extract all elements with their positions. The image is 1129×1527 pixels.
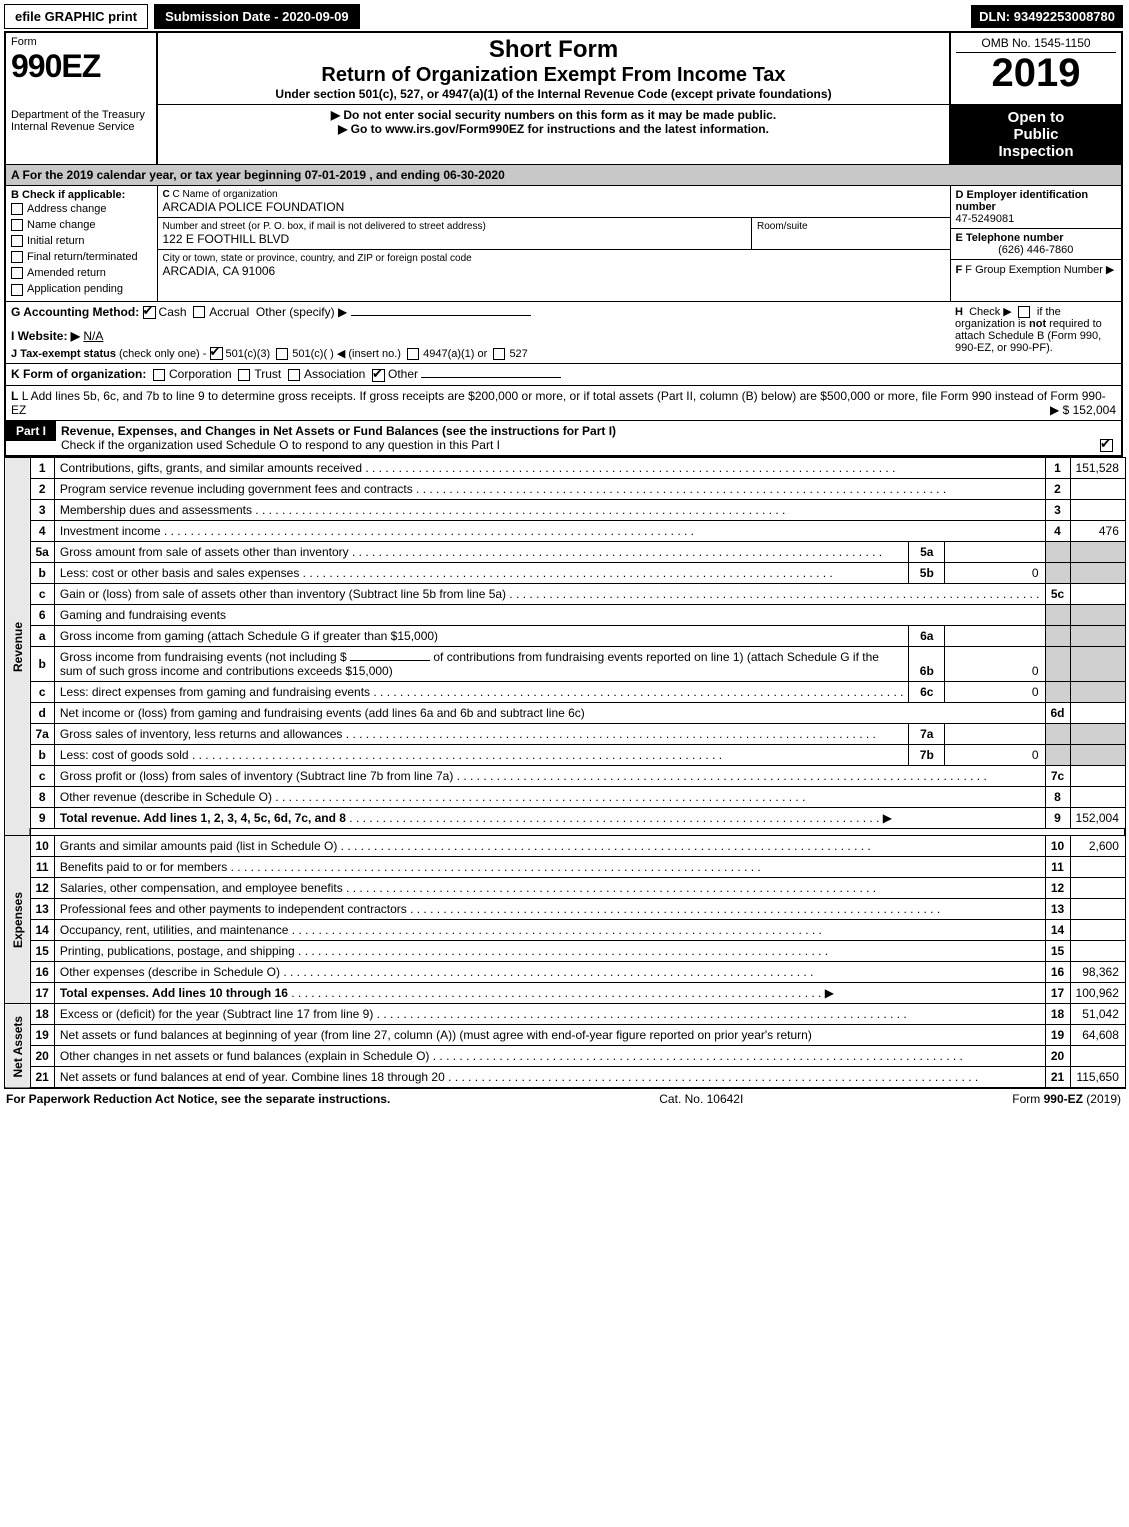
line-9-value: 152,004 (1070, 808, 1125, 829)
form-number: 990EZ (11, 48, 151, 85)
phone-value: (626) 446-7860 (956, 244, 1117, 256)
line-2-num: 2 (30, 479, 54, 500)
org-name: ARCADIA POLICE FOUNDATION (163, 200, 945, 214)
dept-treasury: Department of the Treasury (11, 109, 151, 121)
form-footer: For Paperwork Reduction Act Notice, see … (4, 1089, 1123, 1106)
h-schedule-b: H Check ▶ if the organization is not req… (955, 305, 1116, 354)
checkbox-527[interactable] (493, 348, 505, 360)
checkbox-4947[interactable] (407, 348, 419, 360)
catalog-number: Cat. No. 10642I (659, 1092, 743, 1106)
pra-notice: For Paperwork Reduction Act Notice, see … (6, 1092, 390, 1106)
revenue-vertical-label: Revenue (5, 458, 31, 836)
submission-date-button[interactable]: Submission Date - 2020-09-09 (154, 4, 360, 29)
line-6c-value: 0 (945, 682, 1045, 703)
checkbox-other-org[interactable] (372, 369, 385, 382)
d-ein-label: D Employer identification number (956, 189, 1117, 213)
line-19-value: 64,608 (1070, 1025, 1125, 1046)
line-10-value: 2,600 (1070, 836, 1125, 857)
checkbox-association[interactable] (288, 369, 300, 381)
line-5b-value: 0 (945, 563, 1045, 584)
line-a-tax-year: A For the 2019 calendar year, or tax yea… (5, 165, 1122, 186)
checkbox-501c3[interactable] (210, 347, 223, 360)
line-16-value: 98,362 (1070, 962, 1125, 983)
expenses-vertical-label: Expenses (5, 836, 31, 1004)
part-i-label: Part I (6, 421, 56, 441)
line-6b-value: 0 (945, 647, 1045, 682)
line-7b-value: 0 (945, 745, 1045, 766)
line-17-value: 100,962 (1070, 983, 1125, 1004)
j-tax-exempt-label: J Tax-exempt status (11, 348, 116, 360)
line-4-value: 476 (1070, 521, 1125, 542)
city-label: City or town, state or province, country… (163, 253, 945, 264)
f-group-exemption: F F Group Exemption Number ▶ (956, 263, 1117, 276)
net-assets-vertical-label: Net Assets (5, 1004, 31, 1089)
street-label: Number and street (or P. O. box, if mail… (163, 221, 747, 232)
b-check-label: B Check if applicable: (11, 189, 125, 201)
l-amount: ▶ $ 152,004 (1050, 403, 1116, 417)
room-suite-label: Room/suite (752, 218, 950, 250)
top-bar: efile GRAPHIC print Submission Date - 20… (4, 4, 1123, 29)
form-header-table: Form 990EZ Department of the Treasury In… (4, 31, 1123, 457)
checkbox-address-change[interactable] (11, 203, 23, 215)
g-accounting-label: G Accounting Method: (11, 305, 139, 319)
checkbox-cash[interactable] (143, 306, 156, 319)
i-website-label: I Website: ▶ (11, 329, 80, 343)
city-value: ARCADIA, CA 91006 (163, 264, 945, 278)
checkbox-schedule-o-part1[interactable] (1100, 439, 1113, 452)
title-return: Return of Organization Exempt From Incom… (163, 64, 944, 87)
part-i-lines-table: Revenue 1 Contributions, gifts, grants, … (4, 457, 1126, 1089)
tax-year: 2019 (956, 53, 1116, 93)
website-value: N/A (83, 329, 103, 343)
checkbox-accrual[interactable] (193, 306, 205, 318)
checkbox-amended-return[interactable] (11, 267, 23, 279)
checkbox-name-change[interactable] (11, 219, 23, 231)
line-1-rn: 1 (1045, 458, 1070, 479)
checkbox-schedule-b[interactable] (1018, 306, 1030, 318)
form-ref: Form 990-EZ (2019) (1012, 1092, 1121, 1106)
open-to-public: Open to Public Inspection (951, 105, 1121, 164)
form-word: Form (11, 36, 151, 48)
efile-button[interactable]: efile GRAPHIC print (4, 4, 148, 29)
checkbox-501c[interactable] (276, 348, 288, 360)
checkbox-final-return[interactable] (11, 251, 23, 263)
line-1-desc: Contributions, gifts, grants, and simila… (60, 461, 362, 475)
k-form-org-label: K Form of organization: (11, 367, 146, 381)
dln-label: DLN: 93492253008780 (971, 5, 1123, 28)
e-phone-label: E Telephone number (956, 232, 1117, 244)
street-value: 122 E FOOTHILL BLVD (163, 232, 747, 246)
title-short-form: Short Form (163, 36, 944, 64)
line-1-value: 151,528 (1070, 458, 1125, 479)
line-18-value: 51,042 (1070, 1004, 1125, 1025)
line-21-value: 115,650 (1070, 1067, 1125, 1089)
goto-link[interactable]: ▶ Go to www.irs.gov/Form990EZ for instru… (163, 122, 944, 136)
part-i-title: Revenue, Expenses, and Changes in Net As… (61, 424, 616, 438)
ssn-warning: ▶ Do not enter social security numbers o… (163, 108, 944, 122)
line-1-num: 1 (30, 458, 54, 479)
checkbox-trust[interactable] (238, 369, 250, 381)
l-gross-receipts: L Add lines 5b, 6c, and 7b to line 9 to … (11, 389, 1106, 417)
checkbox-initial-return[interactable] (11, 235, 23, 247)
ein-value: 47-5249081 (956, 213, 1117, 225)
under-section: Under section 501(c), 527, or 4947(a)(1)… (163, 87, 944, 101)
irs-label: Internal Revenue Service (11, 121, 151, 133)
checkbox-application-pending[interactable] (11, 284, 23, 296)
part-i-check-note: Check if the organization used Schedule … (61, 438, 500, 452)
c-name-label: C C Name of organization (163, 189, 945, 200)
checkbox-corporation[interactable] (153, 369, 165, 381)
